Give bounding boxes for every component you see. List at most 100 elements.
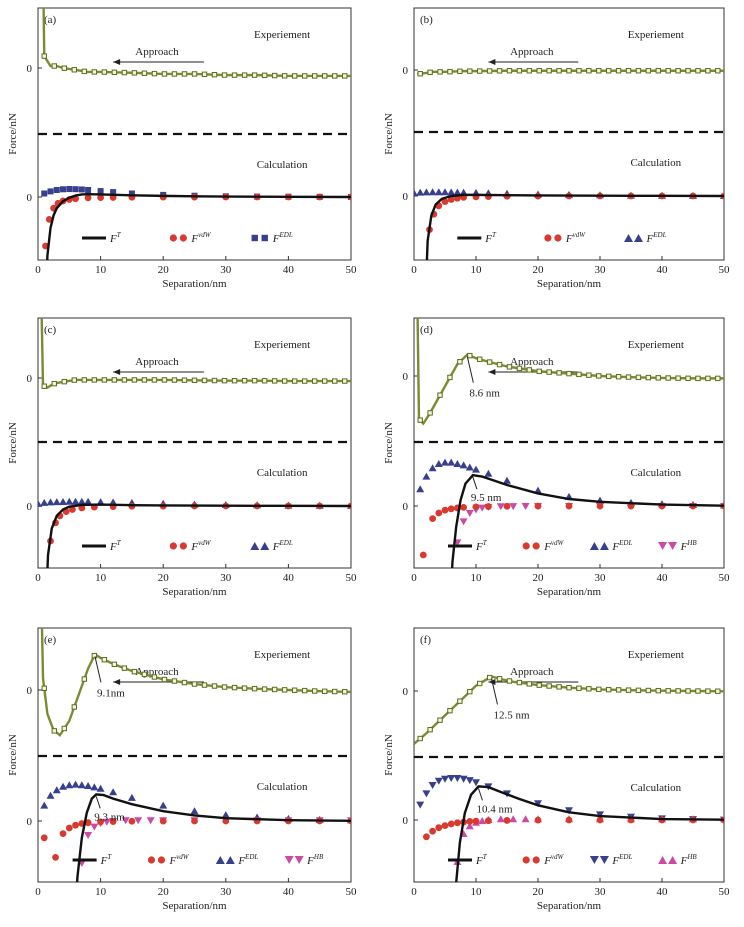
edl-point bbox=[434, 777, 443, 785]
legend-label-sup: T bbox=[492, 231, 497, 239]
experiment-point bbox=[71, 67, 78, 73]
experiment-point bbox=[211, 72, 218, 78]
experiment-point bbox=[171, 678, 178, 684]
experiment-point bbox=[71, 704, 78, 710]
calculation-label: Calculation bbox=[257, 159, 308, 171]
experiment-point bbox=[695, 375, 701, 382]
experiment-point bbox=[291, 73, 298, 79]
edl-point bbox=[97, 188, 104, 195]
legend-swatch-triangle bbox=[225, 856, 235, 864]
experiment-label: Experiement bbox=[628, 29, 684, 41]
experiment-point bbox=[71, 377, 78, 383]
experiment-point bbox=[586, 686, 592, 692]
experiment-label: Experiement bbox=[628, 649, 684, 661]
x-tick-label: 40 bbox=[657, 886, 669, 898]
y-axis-label: Force/nN bbox=[7, 113, 19, 155]
legend-swatch-edl bbox=[261, 234, 268, 242]
vdw-point bbox=[52, 854, 59, 861]
experiment-point bbox=[201, 71, 208, 78]
experiment-point bbox=[675, 688, 681, 694]
experiment-point bbox=[437, 392, 443, 398]
edl-point bbox=[428, 782, 437, 789]
legend-label: FEDL bbox=[272, 539, 293, 553]
legend-swatch-vdw bbox=[532, 542, 540, 550]
experiment-point bbox=[685, 688, 691, 694]
hb-point bbox=[478, 817, 487, 825]
experiment-point bbox=[191, 71, 198, 77]
experiment-point bbox=[151, 674, 158, 680]
experiment-point bbox=[437, 69, 443, 75]
x-axis-label: Separation/nm bbox=[162, 900, 227, 912]
edl-point bbox=[428, 188, 437, 196]
experiment-point bbox=[556, 68, 562, 74]
hb-point bbox=[90, 823, 99, 831]
experiment-point bbox=[342, 378, 348, 384]
experiment-label: Experiement bbox=[254, 339, 310, 351]
panel-e: 0 10 20 30 40 50 0 0 Separation/nm Force/nN (e) Exp… bbox=[7, 627, 357, 912]
experiment-point bbox=[586, 372, 592, 378]
calculation-annotation-pointer bbox=[478, 788, 483, 801]
legend-swatch-triangle bbox=[668, 856, 678, 864]
experiment-point bbox=[111, 661, 118, 668]
y-tick-label: 0 bbox=[27, 192, 33, 204]
experiment-point bbox=[625, 687, 632, 693]
experiment-point bbox=[467, 68, 473, 74]
legend-label: FT bbox=[100, 853, 113, 867]
y-axis-label: Force/nN bbox=[7, 422, 19, 464]
edl-point bbox=[465, 777, 474, 785]
edl-point bbox=[465, 463, 474, 471]
experiment-point bbox=[181, 71, 188, 77]
legend-label-sup: vdW bbox=[551, 539, 565, 547]
x-tick-label: 40 bbox=[657, 264, 669, 276]
legend-swatch-vdw bbox=[544, 234, 552, 242]
experiment-point bbox=[576, 68, 582, 74]
x-tick-label: 10 bbox=[95, 886, 107, 898]
edl-point bbox=[59, 782, 68, 790]
experiment-point bbox=[241, 72, 248, 78]
experiment-point bbox=[665, 375, 671, 381]
legend-label: FT bbox=[475, 853, 488, 867]
experiment-point bbox=[437, 717, 443, 723]
legend-swatch-triangle bbox=[260, 542, 270, 550]
experiment-annotation-pointer bbox=[94, 656, 102, 683]
legend-swatch-vdw bbox=[169, 542, 177, 550]
legend-swatch-vdw bbox=[554, 234, 562, 242]
calculation-annotation-pointer bbox=[472, 477, 478, 490]
experiment-point bbox=[615, 687, 622, 693]
edl-point bbox=[428, 464, 437, 472]
legend-label: FEDL bbox=[611, 853, 632, 867]
vdw-point bbox=[485, 503, 492, 510]
hb-point bbox=[521, 503, 530, 510]
experiment-point bbox=[655, 687, 661, 694]
experiment-point bbox=[191, 681, 198, 687]
vdw-point bbox=[441, 506, 449, 514]
y-tick-label: 0 bbox=[27, 373, 33, 385]
vdw-point bbox=[447, 505, 455, 513]
vdw-point bbox=[503, 817, 511, 824]
edl-point bbox=[128, 190, 135, 197]
approach-arrow-head bbox=[113, 369, 121, 375]
hb-point bbox=[465, 510, 474, 517]
experiment-point bbox=[536, 682, 542, 688]
edl-point bbox=[40, 801, 49, 809]
legend-swatch-triangle-down bbox=[599, 856, 609, 864]
experiment-point bbox=[635, 687, 642, 694]
hb-point bbox=[509, 503, 518, 511]
vdw-point bbox=[159, 817, 167, 825]
x-tick-label: 0 bbox=[411, 886, 417, 898]
legend-label-sup: vdW bbox=[198, 539, 212, 547]
legend-label: FEDL bbox=[611, 539, 632, 553]
edl-point bbox=[453, 188, 462, 196]
legend-label: FT bbox=[109, 539, 122, 553]
experiment-point bbox=[675, 68, 681, 74]
experiment-point bbox=[101, 69, 108, 75]
experiment-point bbox=[457, 359, 463, 365]
legend-label: FvdW bbox=[190, 231, 211, 245]
panel-label: (f) bbox=[420, 634, 431, 646]
legend-swatch-vdw bbox=[147, 856, 156, 864]
vdw-point bbox=[472, 503, 480, 511]
experiment-curve bbox=[40, 318, 351, 389]
experiment-point bbox=[261, 378, 268, 384]
experiment-point bbox=[685, 68, 691, 74]
edl-point bbox=[46, 498, 55, 506]
